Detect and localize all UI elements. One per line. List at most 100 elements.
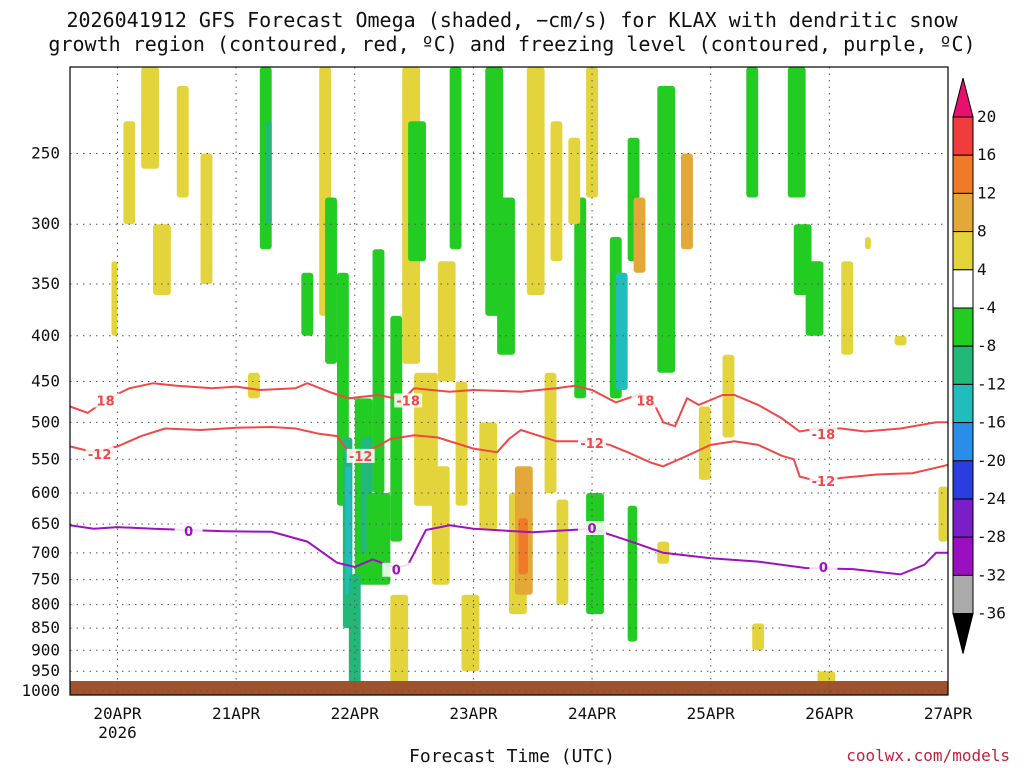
omega-shaded-region [568, 137, 581, 225]
omega-shaded-region [657, 85, 676, 373]
colorbar-label: -12 [977, 374, 1006, 393]
y-tick-label: 800 [31, 595, 60, 614]
site-credit: coolwx.com/models [846, 746, 1010, 765]
x-tick-label: 23APR [449, 704, 498, 723]
colorbar-bottom-triangle [952, 613, 974, 654]
omega-shaded-region [176, 85, 189, 198]
y-tick-label: 250 [31, 144, 60, 163]
omega-shaded-region [746, 67, 759, 198]
colorbar-label: -16 [977, 413, 1006, 432]
y-tick-label: 900 [31, 640, 60, 659]
omega-shaded-region [722, 354, 735, 438]
y-tick-label: 350 [31, 274, 60, 293]
omega-shaded-region [894, 335, 907, 346]
omega-shaded-region [556, 499, 569, 605]
contour-label-bg [578, 521, 607, 536]
ground-layer [70, 681, 948, 695]
omega-shaded-region [817, 671, 836, 684]
omega-shaded-region [698, 406, 711, 480]
omega-shaded-region [544, 372, 557, 494]
y-tick-label: 1000 [21, 681, 60, 700]
y-tick-label: 300 [31, 214, 60, 233]
omega-shaded-region [437, 261, 456, 382]
contour-label: -12 [349, 450, 373, 465]
omega-shaded-region [449, 67, 462, 250]
contour-layer: 18 -12 -18 -12 -12 18 -18 -12 0 0 0 0 [69, 382, 949, 579]
colorbar-swatch [952, 536, 974, 576]
omega-shaded-region [390, 315, 403, 542]
omega-shading-layer [111, 67, 948, 688]
contour-label-bg [91, 393, 120, 408]
x-year-label: 2026 [98, 723, 137, 742]
omega-shaded-region [461, 594, 480, 672]
contour-label: -12 [812, 475, 836, 490]
omega-shaded-region [841, 261, 854, 355]
omega-shaded-region [497, 197, 515, 355]
omega-shaded-region [455, 381, 468, 506]
contour-label-bg [631, 393, 660, 408]
y-tick-label: 600 [31, 483, 60, 502]
x-tick-label: 25APR [687, 704, 736, 723]
contour-label-bg [85, 446, 114, 461]
contour-label: 18 [97, 394, 115, 409]
colorbar-label: -8 [977, 336, 996, 355]
omega-shaded-region [141, 67, 159, 169]
omega-shaded-region [615, 272, 628, 391]
ground-strip [70, 681, 948, 695]
y-tick-label: 950 [31, 661, 60, 680]
grid-layer [70, 67, 948, 695]
colorbar-swatch [952, 498, 974, 538]
contour-label-bg [174, 523, 203, 538]
contour-label-bg [382, 562, 411, 577]
omega-shaded-region [586, 493, 604, 615]
omega-shaded-region [372, 249, 385, 494]
omega-shaded-region [153, 224, 171, 295]
y-tick-label: 650 [31, 514, 60, 533]
contour-label-bg [578, 435, 607, 450]
colorbar-swatch [952, 192, 974, 233]
colorbar-swatch [952, 231, 974, 271]
omega-shaded-region [408, 121, 426, 262]
y-tick-label: 400 [31, 326, 60, 345]
contour-label: -12 [88, 448, 112, 463]
y-tick-label: 850 [31, 618, 60, 637]
omega-shaded-region [366, 493, 391, 585]
colorbar-label: -36 [977, 604, 1006, 623]
contour-label: -18 [396, 394, 420, 409]
y-tick-label: 450 [31, 371, 60, 390]
omega-shaded-region [627, 505, 638, 642]
colorbar-label: -32 [977, 565, 1006, 584]
axes-layer: 250 300 350 400 450 500 550 600 650 700 750 800 850 9… [21, 66, 973, 742]
colorbar-label: 8 [977, 222, 987, 241]
omega-shaded-region [633, 197, 646, 273]
omega-shaded-region [518, 518, 528, 575]
y-tick-label: 550 [31, 449, 60, 468]
chart-title-line1: 2026041912 GFS Forecast Omega (shaded, −… [66, 8, 958, 32]
contour-label: 0 [588, 522, 597, 537]
colorbar-label: 4 [977, 260, 987, 279]
colorbar-label: -4 [977, 298, 996, 317]
colorbar-swatch [952, 154, 974, 194]
omega-shaded-region [787, 67, 806, 198]
x-tick-label: 21APR [212, 704, 261, 723]
x-tick-label: 27APR [924, 704, 973, 723]
colorbar: 20 16 12 8 4 -4 -8 -12 -16 -20 -24 -28 -32 -36 [952, 77, 1006, 654]
omega-shaded-region [550, 121, 563, 262]
contour-label-bg [346, 448, 375, 463]
omega-shaded-region [681, 153, 693, 250]
colorbar-label: 12 [977, 183, 996, 202]
x-tick-label: 24APR [568, 704, 617, 723]
contour-label-bg [394, 393, 423, 408]
omega-shaded-region [805, 261, 824, 336]
contour-label: 0 [392, 564, 401, 579]
y-tick-label: 700 [31, 543, 60, 562]
x-tick-label: 20APR [93, 704, 142, 723]
colorbar-swatch [952, 383, 974, 424]
omega-shaded-region [265, 121, 272, 225]
contour-label: 18 [636, 394, 654, 409]
contour-label-bg [809, 427, 838, 442]
omega-shaded-region [864, 236, 871, 250]
colorbar-swatch [952, 574, 974, 615]
contour-label: -18 [812, 428, 836, 443]
